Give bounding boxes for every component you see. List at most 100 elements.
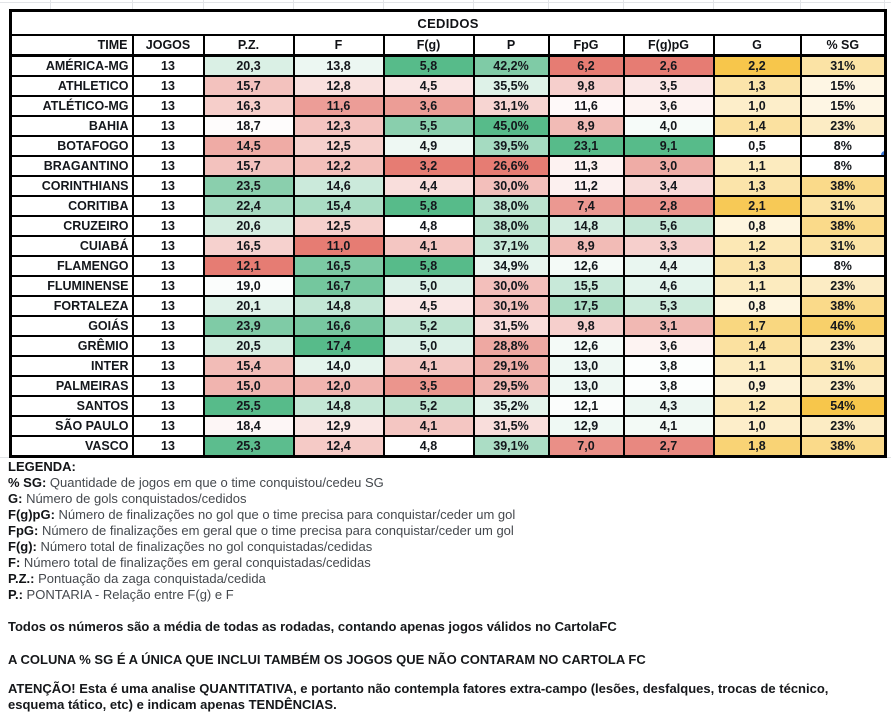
stat-cell-fgpg[interactable]: 4,4 <box>622 255 715 277</box>
stat-cell-fg[interactable]: 5,8 <box>382 54 475 77</box>
stat-cell-g[interactable]: 1,1 <box>712 355 802 377</box>
stat-cell-p[interactable]: 34,9% <box>472 255 550 277</box>
stat-cell-p[interactable]: 31,5% <box>472 315 550 337</box>
stat-cell-fg[interactable]: 5,5 <box>382 115 475 137</box>
team-name-cell[interactable]: BRAGANTINO <box>9 155 134 177</box>
stat-cell-fg[interactable]: 3,6 <box>382 95 475 117</box>
stat-cell-sg[interactable]: 8% <box>799 135 887 157</box>
stat-cell-fgpg[interactable]: 2,8 <box>622 195 715 217</box>
stat-cell-p[interactable]: 39,5% <box>472 135 550 157</box>
stat-cell-fpg[interactable]: 11,3 <box>547 155 625 177</box>
team-name-cell[interactable]: CRUZEIRO <box>9 215 134 237</box>
stat-cell-f[interactable]: 12,0 <box>292 375 385 397</box>
stat-cell-g[interactable]: 1,0 <box>712 415 802 437</box>
stat-cell-f[interactable]: 12,9 <box>292 415 385 437</box>
stat-cell-sg[interactable]: 23% <box>799 335 887 357</box>
stat-cell-fpg[interactable]: 8,9 <box>547 235 625 257</box>
stat-cell-fg[interactable]: 4,5 <box>382 295 475 317</box>
column-header-jogos[interactable]: JOGOS <box>131 34 205 57</box>
stat-cell-pz[interactable]: 15,7 <box>202 155 295 177</box>
stat-cell-jogos[interactable]: 13 <box>131 315 205 337</box>
stat-cell-sg[interactable]: 31% <box>799 355 887 377</box>
stat-cell-pz[interactable]: 12,1 <box>202 255 295 277</box>
stat-cell-fgpg[interactable]: 5,3 <box>622 295 715 317</box>
stat-cell-pz[interactable]: 14,5 <box>202 135 295 157</box>
stat-cell-f[interactable]: 12,2 <box>292 155 385 177</box>
stat-cell-fg[interactable]: 4,1 <box>382 415 475 437</box>
stat-cell-fg[interactable]: 5,8 <box>382 195 475 217</box>
stat-cell-g[interactable]: 1,2 <box>712 235 802 257</box>
stat-cell-f[interactable]: 12,5 <box>292 215 385 237</box>
stat-cell-fpg[interactable]: 14,8 <box>547 215 625 237</box>
stat-cell-fpg[interactable]: 15,5 <box>547 275 625 297</box>
column-header-f[interactable]: F <box>292 34 385 57</box>
stat-cell-jogos[interactable]: 13 <box>131 355 205 377</box>
stat-cell-sg[interactable]: 23% <box>799 275 887 297</box>
stat-cell-g[interactable]: 0,9 <box>712 375 802 397</box>
stat-cell-fg[interactable]: 5,8 <box>382 255 475 277</box>
stat-cell-sg[interactable]: 15% <box>799 75 887 97</box>
stat-cell-sg[interactable]: 23% <box>799 115 887 137</box>
column-header-sg[interactable]: % SG <box>799 34 887 57</box>
stat-cell-pz[interactable]: 25,5 <box>202 395 295 417</box>
stat-cell-pz[interactable]: 23,5 <box>202 175 295 197</box>
stat-cell-fgpg[interactable]: 3,8 <box>622 355 715 377</box>
stat-cell-f[interactable]: 11,0 <box>292 235 385 257</box>
stat-cell-fpg[interactable]: 9,8 <box>547 75 625 97</box>
stat-cell-sg[interactable]: 38% <box>799 435 887 458</box>
stat-cell-g[interactable]: 1,4 <box>712 115 802 137</box>
stat-cell-f[interactable]: 16,7 <box>292 275 385 297</box>
stat-cell-p[interactable]: 38,0% <box>472 215 550 237</box>
stat-cell-fgpg[interactable]: 3,0 <box>622 155 715 177</box>
stat-cell-g[interactable]: 0,8 <box>712 295 802 317</box>
stat-cell-fpg[interactable]: 23,1 <box>547 135 625 157</box>
column-header-pz[interactable]: P.Z. <box>202 34 295 57</box>
stat-cell-fg[interactable]: 5,0 <box>382 275 475 297</box>
team-name-cell[interactable]: VASCO <box>9 435 134 458</box>
team-name-cell[interactable]: ATLÉTICO-MG <box>9 95 134 117</box>
stat-cell-g[interactable]: 1,3 <box>712 75 802 97</box>
stat-cell-jogos[interactable]: 13 <box>131 195 205 217</box>
stat-cell-fg[interactable]: 4,9 <box>382 135 475 157</box>
stat-cell-f[interactable]: 12,4 <box>292 435 385 458</box>
stat-cell-g[interactable]: 2,2 <box>712 54 802 77</box>
stat-cell-pz[interactable]: 18,7 <box>202 115 295 137</box>
stat-cell-f[interactable]: 14,6 <box>292 175 385 197</box>
team-name-cell[interactable]: SÃO PAULO <box>9 415 134 437</box>
stat-cell-f[interactable]: 15,4 <box>292 195 385 217</box>
stat-cell-fpg[interactable]: 7,4 <box>547 195 625 217</box>
stat-cell-fg[interactable]: 4,1 <box>382 355 475 377</box>
team-name-cell[interactable]: CORINTHIANS <box>9 175 134 197</box>
stat-cell-pz[interactable]: 20,1 <box>202 295 295 317</box>
stat-cell-fgpg[interactable]: 4,0 <box>622 115 715 137</box>
stat-cell-fpg[interactable]: 12,1 <box>547 395 625 417</box>
stat-cell-fgpg[interactable]: 3,5 <box>622 75 715 97</box>
stat-cell-pz[interactable]: 15,7 <box>202 75 295 97</box>
stat-cell-f[interactable]: 14,8 <box>292 395 385 417</box>
stat-cell-f[interactable]: 11,6 <box>292 95 385 117</box>
stat-cell-fgpg[interactable]: 3,6 <box>622 335 715 357</box>
stat-cell-pz[interactable]: 15,0 <box>202 375 295 397</box>
stat-cell-p[interactable]: 30,0% <box>472 175 550 197</box>
stat-cell-fpg[interactable]: 12,6 <box>547 255 625 277</box>
stat-cell-fgpg[interactable]: 4,1 <box>622 415 715 437</box>
stat-cell-jogos[interactable]: 13 <box>131 115 205 137</box>
stat-cell-sg[interactable]: 54% <box>799 395 887 417</box>
stat-cell-jogos[interactable]: 13 <box>131 395 205 417</box>
stat-cell-f[interactable]: 16,6 <box>292 315 385 337</box>
stat-cell-fpg[interactable]: 12,9 <box>547 415 625 437</box>
stat-cell-g[interactable]: 0,8 <box>712 215 802 237</box>
stat-cell-sg[interactable]: 8% <box>799 155 887 177</box>
stat-cell-fgpg[interactable]: 9,1 <box>622 135 715 157</box>
stat-cell-fg[interactable]: 3,5 <box>382 375 475 397</box>
stat-cell-p[interactable]: 38,0% <box>472 195 550 217</box>
stat-cell-pz[interactable]: 25,3 <box>202 435 295 458</box>
stat-cell-sg[interactable]: 31% <box>799 54 887 77</box>
stat-cell-fpg[interactable]: 9,8 <box>547 315 625 337</box>
stat-cell-fpg[interactable]: 6,2 <box>547 54 625 77</box>
stat-cell-g[interactable]: 1,2 <box>712 395 802 417</box>
stat-cell-fgpg[interactable]: 3,1 <box>622 315 715 337</box>
stat-cell-p[interactable]: 39,1% <box>472 435 550 458</box>
stat-cell-g[interactable]: 1,1 <box>712 275 802 297</box>
stat-cell-f[interactable]: 14,8 <box>292 295 385 317</box>
